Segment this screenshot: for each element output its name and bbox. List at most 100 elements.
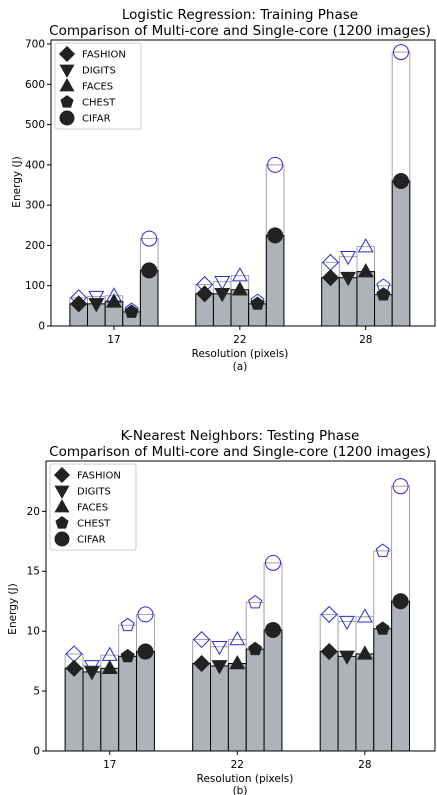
chart-b-plot: 0 5 10 15 20 17 22 28 FASHION DIGITS FACES CHEST CIF…	[27, 460, 436, 771]
single-core-marker	[88, 290, 105, 306]
single-core-marker	[137, 606, 154, 623]
multi-core-marker	[357, 263, 374, 278]
plot-frame	[45, 460, 436, 752]
legend-label: DIGITS	[82, 66, 116, 77]
multi-core-marker	[65, 659, 83, 677]
y-tick-label: 15	[27, 566, 40, 578]
y-tick-label: 500	[25, 119, 45, 131]
single-core-marker	[340, 250, 357, 266]
y-tick-label: 10	[27, 626, 40, 638]
y-tick-label: 0	[33, 746, 40, 758]
multi-core-bar	[227, 663, 247, 752]
single-core-marker	[141, 230, 158, 247]
multi-core-marker	[356, 645, 373, 660]
multi-core-marker	[248, 641, 263, 656]
multi-core-bar	[373, 628, 393, 752]
multi-core-bar	[391, 180, 411, 327]
legend-label: CIFAR	[77, 535, 106, 546]
single-core-marker	[320, 605, 338, 623]
chart-b-subtitle: Comparison of Multi-core and Single-core…	[49, 444, 431, 460]
y-tick-label: 700	[25, 39, 45, 51]
multi-core-bar	[355, 653, 375, 752]
y-tick-label: 100	[25, 280, 45, 292]
chart-a-xlabel: Resolution (pixels)	[192, 348, 289, 360]
multi-core-bar	[192, 663, 212, 752]
multi-core-bar	[356, 271, 376, 327]
multi-core-marker	[211, 660, 228, 675]
chart-b-ylabel: Energy (J)	[7, 583, 19, 634]
legend-marker	[59, 77, 75, 92]
single-core-marker	[120, 617, 135, 632]
y-tick-label: 400	[25, 159, 45, 171]
single-core-marker	[356, 608, 373, 623]
multi-core-marker	[83, 666, 100, 681]
x-tick-label: 17	[103, 759, 116, 771]
x-tick-label: 28	[359, 334, 372, 346]
multi-core-marker	[137, 643, 154, 660]
chart-b-caption: (b)	[233, 785, 248, 795]
y-tick-label: 300	[25, 200, 45, 212]
single-core-marker	[248, 595, 263, 609]
multi-core-marker	[340, 271, 357, 287]
single-core-marker	[193, 630, 211, 649]
chart-a-title: Logistic Regression: Training Phase	[122, 7, 358, 23]
single-core-marker	[231, 267, 248, 282]
multi-core-marker	[196, 285, 214, 303]
legend-marker	[59, 64, 75, 79]
legend-marker	[55, 516, 69, 529]
y-tick-label: 600	[25, 79, 45, 91]
multi-core-bar	[100, 667, 120, 752]
multi-core-marker	[229, 654, 246, 670]
x-tick-label: 22	[231, 759, 244, 771]
single-core-marker	[393, 44, 410, 61]
multi-core-marker	[120, 648, 135, 663]
legend-box	[49, 463, 137, 551]
legend-marker	[54, 498, 70, 513]
plot-frame	[50, 39, 436, 327]
legend-label: FACES	[77, 503, 108, 514]
chart-a-ylabel: Energy (J)	[11, 156, 23, 207]
multi-core-marker	[124, 304, 139, 318]
legend-label: DIGITS	[77, 487, 111, 498]
x-tick-label: 17	[107, 334, 120, 346]
chart-b-xlabel: Resolution (pixels)	[197, 773, 294, 785]
legend-label: CIFAR	[82, 114, 111, 125]
chart-a: Logistic Regression: Training Phase Comp…	[11, 7, 436, 373]
multi-core-bar	[210, 665, 229, 752]
legend-label: FASHION	[82, 50, 126, 61]
y-tick-label: 20	[27, 506, 40, 518]
multi-core-marker	[193, 654, 211, 673]
multi-core-marker	[101, 659, 118, 675]
multi-core-marker	[214, 288, 231, 303]
legend-marker	[58, 45, 76, 63]
single-core-marker	[214, 275, 231, 291]
single-core-marker	[211, 640, 228, 656]
multi-core-bar	[265, 234, 285, 327]
legend-label: FACES	[82, 82, 113, 93]
multi-core-marker	[88, 298, 105, 313]
multi-core-marker	[320, 642, 338, 661]
multi-core-bar	[136, 651, 155, 752]
chart-a-caption: (a)	[233, 361, 248, 373]
multi-core-bar	[337, 655, 357, 752]
multi-core-marker	[267, 227, 284, 244]
y-tick-label: 200	[25, 240, 45, 252]
legend-label: CHEST	[82, 98, 116, 109]
multi-core-marker	[392, 593, 409, 610]
single-core-marker	[357, 238, 374, 253]
legend-marker	[59, 110, 75, 126]
single-core-marker	[339, 615, 355, 631]
multi-core-bar	[245, 648, 265, 752]
single-core-marker	[375, 543, 390, 557]
multi-core-marker	[321, 269, 340, 287]
multi-core-marker	[376, 287, 391, 301]
y-tick-label: 0	[38, 321, 45, 333]
multi-core-marker	[339, 650, 355, 665]
chart-a-subtitle: Comparison of Multi-core and Single-core…	[49, 23, 431, 39]
multi-core-bar	[263, 629, 283, 752]
legend-marker	[54, 531, 70, 547]
legend-label: FASHION	[77, 471, 121, 482]
multi-core-marker	[265, 621, 282, 638]
legend-label: CHEST	[77, 519, 111, 530]
